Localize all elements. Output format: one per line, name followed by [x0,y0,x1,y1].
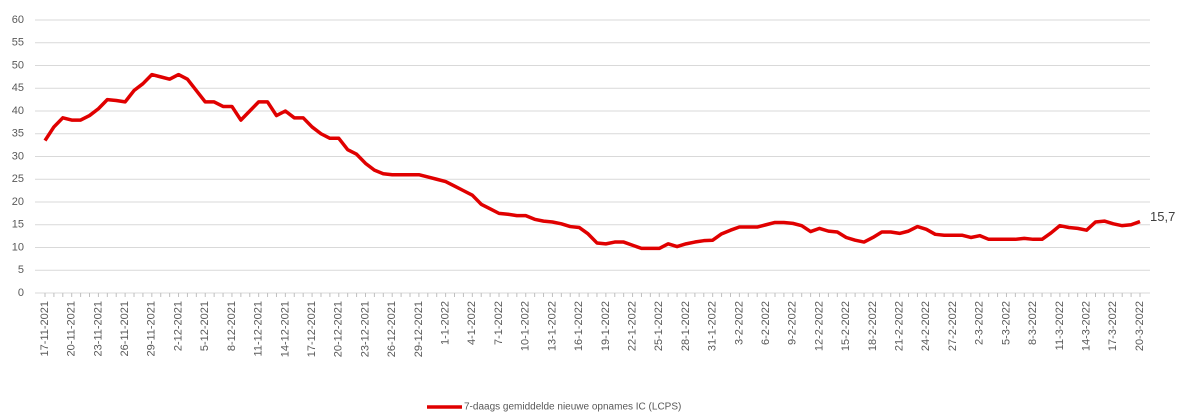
x-tick-label: 14-12-2021 [279,301,291,357]
data-line [43,72,1141,251]
x-tick-label: 2-3-2022 [974,301,986,345]
x-tick-label: 31-1-2022 [707,301,719,351]
x-tick-label: 24-2-2022 [920,301,932,351]
x-tick-label: 5-3-2022 [1000,301,1012,345]
x-tick-label: 23-12-2021 [359,301,371,357]
x-tick-label: 25-1-2022 [653,301,665,351]
x-tick-label: 17-3-2022 [1107,301,1119,351]
x-tick-label: 20-12-2021 [333,301,345,357]
x-tick-label: 26-12-2021 [386,301,398,357]
x-tick-label: 22-1-2022 [626,301,638,351]
y-tick-label: 10 [12,241,24,253]
x-tick-label: 9-2-2022 [787,301,799,345]
x-tick-label: 1-1-2022 [440,301,452,345]
y-tick-label: 25 [12,173,24,185]
x-tick-label: 3-2-2022 [733,301,745,345]
x-tick-label: 18-2-2022 [867,301,879,351]
x-tick-label: 8-12-2021 [226,301,238,351]
x-tick-label: 6-2-2022 [760,301,772,345]
x-tick-label: 26-11-2021 [119,301,131,356]
x-tick-label: 16-1-2022 [573,301,585,351]
x-tick-label: 27-2-2022 [947,301,959,351]
legend-label: 7-daags gemiddelde nieuwe opnames IC (LC… [464,402,681,413]
y-tick-label: 60 [12,14,24,26]
y-tick-label: 15 [12,219,24,231]
y-tick-label: 35 [12,128,24,140]
y-tick-label: 30 [12,150,24,162]
y-tick-label: 40 [12,105,24,117]
x-tick-label: 4-1-2022 [466,301,478,345]
x-tick-label: 8-3-2022 [1027,301,1039,345]
x-tick-label: 17-12-2021 [306,301,318,357]
x-tick-label: 10-1-2022 [520,301,532,351]
x-tick-label: 28-1-2022 [680,301,692,351]
x-tick-label: 12-2-2022 [813,301,825,351]
y-tick-label: 5 [18,264,24,276]
data-label: 15,7 [1150,209,1175,224]
x-tick-label: 20-11-2021 [66,301,78,356]
y-tick-label: 0 [18,287,24,299]
x-tick-label: 11-3-2022 [1054,301,1066,350]
x-tick-label: 7-1-2022 [493,301,505,345]
x-tick-label: 2-12-2021 [172,301,184,351]
x-tick-label: 17-11-2021 [39,301,51,356]
x-tick-label: 23-11-2021 [92,301,104,356]
x-tick-label: 20-3-2022 [1134,301,1146,351]
x-tick-label: 29-12-2021 [413,301,425,357]
x-tick-label: 11-12-2021 [253,301,265,356]
y-tick-label: 55 [12,37,24,49]
x-tick-label: 5-12-2021 [199,301,211,351]
x-tick-label: 13-1-2022 [546,301,558,351]
x-tick-label: 19-1-2022 [600,301,612,351]
x-tick-label: 14-3-2022 [1080,301,1092,351]
x-tick-label: 29-11-2021 [146,301,158,356]
x-tick-label: 21-2-2022 [894,301,906,351]
y-tick-label: 20 [12,196,24,208]
y-tick-label: 45 [12,82,24,94]
y-tick-label: 50 [12,59,24,71]
x-tick-label: 15-2-2022 [840,301,852,351]
